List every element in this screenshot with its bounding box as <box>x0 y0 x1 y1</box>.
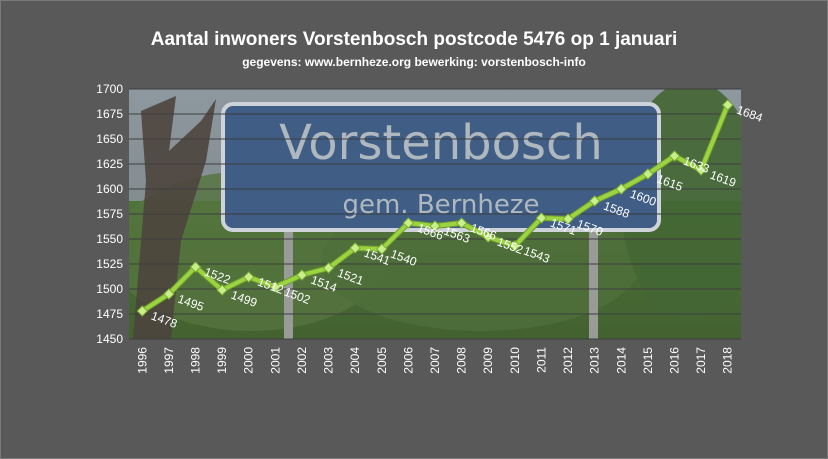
x-tick-label: 2005 <box>375 347 389 374</box>
y-tick-label: 1575 <box>96 207 123 221</box>
data-point <box>376 243 388 255</box>
x-tick-label: 2000 <box>242 347 256 374</box>
data-point <box>509 240 521 252</box>
data-point <box>455 217 468 229</box>
data-point <box>588 195 601 207</box>
x-tick-label: 2012 <box>561 347 575 374</box>
x-tick-label: 2001 <box>268 347 282 374</box>
data-point <box>668 150 681 162</box>
x-tick-label: 1998 <box>189 347 203 374</box>
y-tick-label: 1625 <box>96 157 123 171</box>
sign-post-right <box>589 226 598 339</box>
y-tick-label: 1675 <box>96 107 123 121</box>
data-point <box>136 305 149 317</box>
data-point <box>189 261 202 273</box>
y-tick-label: 1525 <box>96 257 123 271</box>
x-tick-label: 2013 <box>588 347 602 374</box>
gridlines <box>129 88 741 340</box>
y-tick-label: 1550 <box>96 232 123 246</box>
data-point <box>216 284 228 296</box>
y-tick-label: 1500 <box>96 282 123 296</box>
data-point <box>269 281 282 293</box>
x-tick-label: 2004 <box>348 347 362 374</box>
sign-line-1: Vorstenbosch <box>279 115 603 171</box>
x-tick-label: 2010 <box>508 347 522 374</box>
x-tick-label: 2006 <box>401 347 415 374</box>
data-point <box>615 183 627 195</box>
x-tick-label: 2018 <box>721 347 735 374</box>
data-point <box>163 288 175 300</box>
data-point <box>482 231 494 243</box>
chart-subtitle: gegevens: www.bernheze.org bewerking: vo… <box>242 55 586 69</box>
x-tick-label: 2011 <box>534 347 548 373</box>
data-point <box>322 262 335 274</box>
x-axis: 1996 1997 1998 1999 2000 2001 2002 2003 2004 2005… <box>135 347 734 374</box>
sign-line-2: gem. Bernheze <box>342 190 539 220</box>
x-tick-label: 2008 <box>455 347 469 374</box>
x-tick-label: 1999 <box>215 347 229 374</box>
data-point <box>296 269 308 281</box>
y-tick-label: 1450 <box>96 332 123 346</box>
x-tick-label: 2017 <box>694 347 708 374</box>
x-tick-label: 2003 <box>322 347 336 374</box>
data-point <box>402 217 415 229</box>
chart-title: Aantal inwoners Vorstenbosch postcode 54… <box>150 29 678 50</box>
data-point <box>429 220 441 232</box>
y-axis: 1450 1475 1500 1525 1550 1575 1600 1625 1650 1675… <box>96 82 123 346</box>
x-tick-label: 2016 <box>667 347 681 374</box>
data-point <box>243 271 255 283</box>
data-point <box>535 212 548 224</box>
data-point <box>721 99 734 111</box>
x-tick-label: 2015 <box>641 347 655 374</box>
data-point <box>695 164 707 176</box>
y-tick-label: 1475 <box>96 307 123 321</box>
data-series <box>136 99 734 317</box>
x-tick-label: 2009 <box>481 347 495 374</box>
x-tick-label: 1997 <box>162 347 176 374</box>
tree-trunk-shape <box>133 96 216 339</box>
x-tick-label: 2014 <box>614 347 628 374</box>
x-tick-label: 1996 <box>135 347 149 374</box>
y-tick-label: 1650 <box>96 132 123 146</box>
background-photo: Vorstenbosch gem. Bernheze <box>129 89 741 339</box>
x-tick-label: 2002 <box>295 347 309 374</box>
y-tick-label: 1700 <box>96 82 123 96</box>
y-tick-label: 1600 <box>96 182 123 196</box>
x-tick-label: 2007 <box>428 347 442 374</box>
data-point <box>562 213 574 225</box>
data-point <box>349 242 361 254</box>
data-point <box>642 168 654 180</box>
